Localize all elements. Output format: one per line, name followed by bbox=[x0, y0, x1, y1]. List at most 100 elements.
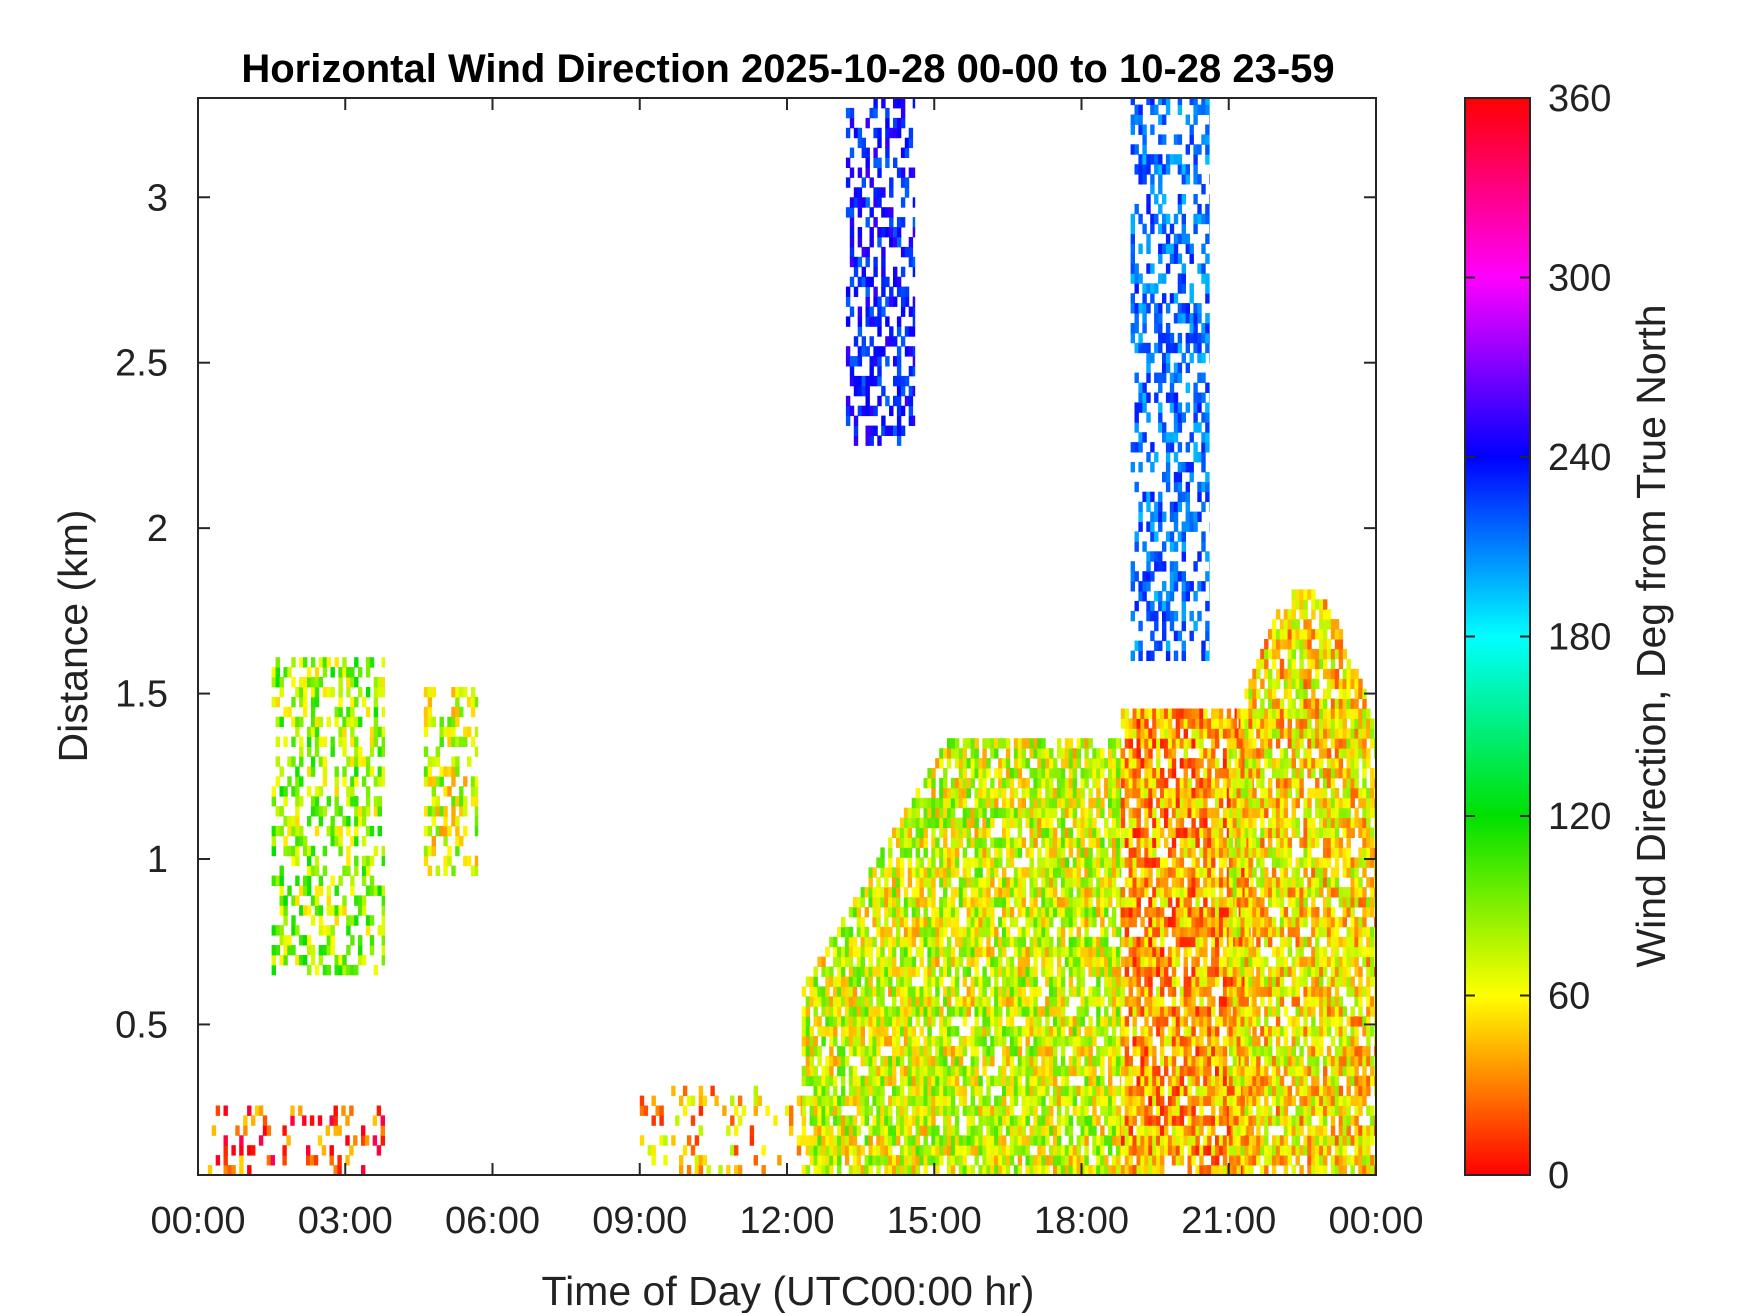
heatmap-cell bbox=[1013, 946, 1019, 958]
heatmap-cell bbox=[455, 736, 460, 747]
heatmap-cell bbox=[303, 905, 308, 916]
heatmap-cell bbox=[1080, 1065, 1085, 1077]
heatmap-cell bbox=[865, 425, 870, 436]
heatmap-cell bbox=[978, 787, 983, 799]
heatmap-cell bbox=[326, 905, 331, 916]
heatmap-cell bbox=[1189, 462, 1194, 473]
heatmap-cell bbox=[1177, 253, 1183, 264]
heatmap-cell bbox=[1199, 966, 1204, 977]
heatmap-cell bbox=[1084, 996, 1089, 1007]
heatmap-cell bbox=[1205, 332, 1210, 344]
heatmap-cell bbox=[1207, 1115, 1212, 1126]
heatmap-cell bbox=[903, 1115, 909, 1126]
heatmap-cell bbox=[361, 756, 367, 767]
heatmap-cell bbox=[1080, 936, 1085, 948]
heatmap-cell bbox=[876, 897, 881, 908]
heatmap-cell bbox=[849, 207, 855, 218]
heatmap-cell bbox=[893, 98, 898, 109]
heatmap-cell bbox=[947, 946, 952, 958]
heatmap-cell bbox=[896, 346, 902, 357]
heatmap-cell bbox=[1197, 581, 1202, 592]
heatmap-cell bbox=[872, 867, 877, 878]
heatmap-cell bbox=[1049, 966, 1054, 977]
heatmap-cell bbox=[1175, 718, 1181, 729]
heatmap-cell bbox=[900, 385, 906, 397]
heatmap-cell bbox=[907, 1036, 913, 1047]
heatmap-cell bbox=[1146, 491, 1151, 503]
heatmap-cell bbox=[1108, 1125, 1113, 1136]
heatmap-cell bbox=[1033, 1095, 1038, 1106]
heatmap-cell bbox=[982, 916, 987, 928]
heatmap-cell bbox=[903, 1105, 909, 1116]
heatmap-cell bbox=[443, 806, 448, 817]
heatmap-cell bbox=[423, 845, 429, 857]
heatmap-cell bbox=[861, 385, 866, 397]
heatmap-cell bbox=[443, 825, 448, 837]
heatmap-cell bbox=[1203, 837, 1208, 848]
heatmap-cell bbox=[1169, 591, 1175, 602]
heatmap-cell bbox=[1144, 857, 1149, 868]
heatmap-cell bbox=[1057, 936, 1062, 948]
heatmap-cell bbox=[342, 776, 347, 787]
heatmap-cell bbox=[950, 976, 956, 987]
heatmap-cell bbox=[1119, 807, 1122, 819]
heatmap-cell bbox=[275, 945, 280, 956]
heatmap-cell bbox=[892, 867, 897, 878]
heatmap-cell bbox=[978, 986, 983, 997]
heatmap-cell bbox=[889, 336, 894, 347]
heatmap-cell bbox=[1115, 1115, 1121, 1126]
heatmap-cell bbox=[354, 756, 359, 767]
heatmap-cell bbox=[1037, 907, 1042, 918]
heatmap-cell bbox=[1218, 907, 1224, 918]
heatmap-cell bbox=[899, 867, 905, 878]
heatmap-cell bbox=[1017, 1135, 1023, 1146]
heatmap-cell bbox=[1111, 1006, 1117, 1017]
heatmap-cell bbox=[919, 857, 924, 868]
heatmap-cell bbox=[849, 237, 855, 248]
heatmap-cell bbox=[1045, 1155, 1050, 1166]
heatmap-cell bbox=[935, 996, 940, 1007]
heatmap-cell bbox=[1021, 887, 1026, 898]
heatmap-cell bbox=[1140, 1165, 1145, 1176]
heatmap-cell bbox=[1037, 827, 1042, 838]
heatmap-cell bbox=[334, 706, 339, 718]
heatmap-cell bbox=[1148, 867, 1153, 878]
heatmap-cell bbox=[338, 955, 343, 966]
heatmap-cell bbox=[1203, 976, 1208, 987]
heatmap-cell bbox=[1049, 986, 1054, 997]
heatmap-cell bbox=[1132, 787, 1137, 799]
heatmap-cell bbox=[1128, 738, 1133, 749]
heatmap-cell bbox=[1215, 926, 1220, 938]
heatmap-cell bbox=[911, 817, 917, 829]
heatmap-cell bbox=[860, 1105, 865, 1116]
heatmap-cell bbox=[1179, 936, 1185, 948]
heatmap-cell bbox=[322, 667, 328, 678]
heatmap-cell bbox=[1025, 956, 1030, 967]
heatmap-cell bbox=[982, 1135, 987, 1146]
heatmap-cell bbox=[1041, 1155, 1046, 1166]
heatmap-cell bbox=[1017, 1115, 1023, 1126]
heatmap-cell bbox=[1158, 223, 1163, 235]
heatmap-cell bbox=[330, 736, 335, 747]
heatmap-cell bbox=[1080, 1135, 1085, 1146]
heatmap-cell bbox=[310, 796, 316, 807]
heatmap-cell bbox=[899, 827, 905, 838]
heatmap-cell bbox=[954, 748, 960, 759]
heatmap-cell bbox=[876, 1016, 881, 1027]
heatmap-cell bbox=[1195, 827, 1200, 838]
heatmap-cell bbox=[1144, 728, 1149, 739]
heatmap-cell bbox=[962, 877, 968, 888]
heatmap-cell bbox=[1226, 976, 1232, 987]
heatmap-cell bbox=[447, 766, 452, 777]
heatmap-cell bbox=[1128, 996, 1133, 1007]
heatmap-cell bbox=[1104, 847, 1109, 858]
heatmap-cell bbox=[1013, 1135, 1019, 1146]
heatmap-cell bbox=[299, 657, 304, 668]
heatmap-cell bbox=[1002, 787, 1007, 799]
heatmap-cell bbox=[338, 905, 343, 916]
heatmap-cell bbox=[805, 1055, 811, 1067]
heatmap-cell bbox=[966, 1036, 971, 1047]
heatmap-cell bbox=[1088, 738, 1093, 749]
heatmap-cell bbox=[1175, 867, 1181, 878]
heatmap-cell bbox=[1136, 1105, 1141, 1116]
